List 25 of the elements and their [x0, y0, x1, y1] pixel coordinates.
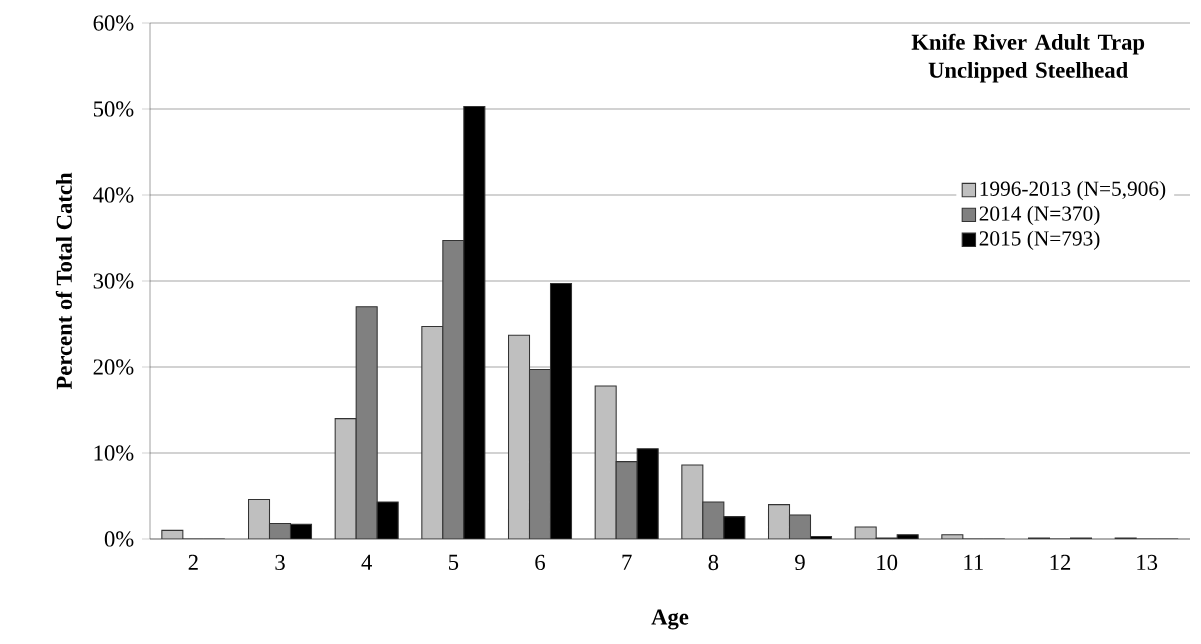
legend-title: Knife River Adult Trap Unclipped Steelhead — [911, 33, 1145, 83]
y-tick-label: 50% — [93, 101, 134, 117]
y-tick-label: 30% — [93, 273, 134, 289]
x-tick-label: 5 — [448, 554, 459, 570]
x-tick-label: 3 — [275, 554, 285, 571]
legend-label: 1996-2013 (N=5,906) — [980, 180, 1166, 201]
x-tick-label: 13 — [1137, 554, 1158, 571]
legend-label: 2014 (N=370) — [979, 205, 1100, 226]
y-axis-title: Percent of Total Catch — [55, 172, 72, 390]
x-tick-label: 8 — [708, 554, 719, 571]
x-tick-label: 6 — [535, 554, 546, 571]
y-tick-label: 40% — [93, 187, 134, 203]
x-tick-label: 12 — [1050, 554, 1071, 570]
x-tick-label: 11 — [964, 554, 983, 570]
x-axis-title: Age — [651, 609, 689, 630]
x-tick-label: 4 — [361, 554, 372, 570]
y-tick-label: 10% — [94, 445, 134, 461]
y-tick-label: 0% — [104, 531, 134, 547]
legend-label: 2015 (N=793) — [979, 230, 1100, 250]
x-tick-label: 10 — [877, 554, 898, 571]
x-tick-label: 7 — [622, 554, 632, 570]
x-tick-label: 9 — [795, 554, 805, 571]
y-tick-label: 60% — [93, 15, 134, 31]
x-tick-label: 2 — [188, 554, 198, 570]
y-tick-label: 20% — [93, 359, 134, 375]
